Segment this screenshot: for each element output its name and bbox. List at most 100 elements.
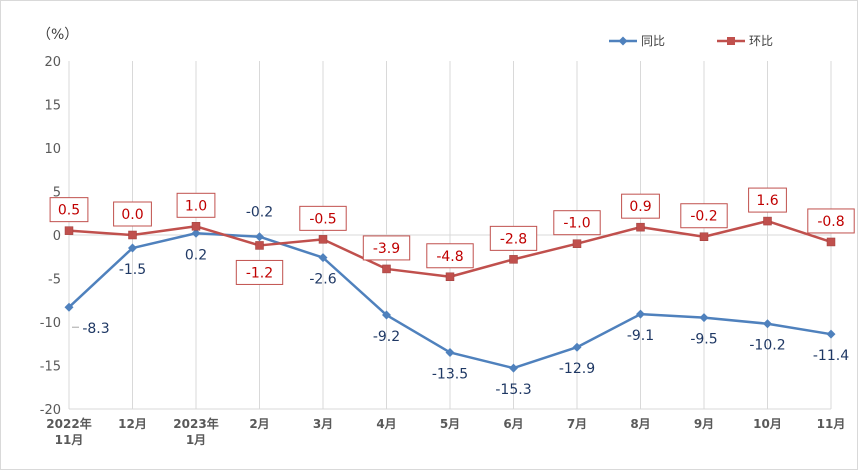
data-label-yoy: -9.2 [373,329,400,345]
legend-marker-yoy [618,36,628,46]
data-label-box-mom [553,210,601,236]
point-mom [572,239,582,248]
point-yoy [128,243,137,253]
legend: 同比 环比 [609,34,773,48]
data-label-mom: -0.8 [817,214,844,230]
data-label-mom: -1.2 [246,265,273,281]
data-label-box-mom [807,208,855,234]
point-yoy [699,313,709,323]
x-tick-label: 1月 [186,433,206,447]
x-tick-label: 5月 [440,417,460,431]
series-layer [64,216,836,373]
data-label-yoy: -0.2 [246,205,273,221]
data-label-box-mom [299,205,347,231]
data-label-mom: 1.0 [185,198,207,214]
x-tick-label: 7月 [567,417,587,431]
x-tick-label: 3月 [313,417,333,431]
point-yoy [445,347,455,357]
data-label-mom: -1.0 [563,216,590,232]
data-label-mom: -0.2 [690,209,717,225]
data-label-box-mom [748,187,787,213]
point-yoy [255,232,264,242]
data-label-yoy: -15.3 [495,382,531,398]
data-label-box-mom [176,192,216,218]
x-tick-label: 10月 [753,417,782,431]
point-mom [699,232,709,241]
data-label-mom: -2.8 [500,231,527,247]
x-tick-label: 12月 [118,417,147,431]
point-mom [255,241,264,250]
point-mom [191,222,201,231]
point-mom [64,226,74,235]
x-tick-label: 4月 [376,417,396,431]
x-tick-label: 2月 [249,417,269,431]
y-tick-label: -15 [40,360,61,375]
data-label-mom: 0.5 [58,203,80,219]
data-label-mom: -0.5 [309,211,336,227]
legend-label-yoy: 同比 [641,34,665,48]
data-label-box-mom [489,225,538,251]
y-tick-label: 10 [44,142,61,157]
data-label-yoy: -9.1 [627,328,654,344]
data-label-mom: -4.8 [436,249,463,265]
y-tick-label: 5 [53,186,61,201]
y-tick-label: 0 [53,229,61,244]
data-label-yoy: -1.5 [119,262,146,278]
x-tick-label: 11月 [55,433,84,447]
point-mom [763,216,772,226]
data-label-yoy: -11.4 [813,348,849,364]
point-yoy [64,302,74,312]
data-label-yoy: -9.5 [690,332,717,348]
data-label-yoy: -8.3 [82,321,109,337]
point-yoy [572,342,582,352]
x-tick-label: 11月 [817,417,846,431]
data-label-box-mom [235,259,284,285]
data-label-yoy: -13.5 [432,366,468,382]
point-mom [636,222,645,232]
y-tick-label: -10 [40,316,61,331]
point-yoy [636,309,645,319]
data-label-mom: 0.0 [121,207,143,223]
data-label-box-mom [621,193,660,219]
point-mom [445,272,455,282]
x-tick-label: 2023年 [173,416,218,431]
point-mom [509,255,518,264]
point-yoy [191,228,201,238]
data-labels-layer: -8.3 -1.5 0.2 -0.2 -2.6 -9.2 -13.5 -15.3 -12.9 -9… [49,187,855,398]
y-tick-label: -5 [48,273,61,288]
point-mom [128,230,137,240]
data-label-mom: 0.9 [629,199,651,215]
data-label-yoy: 0.2 [185,247,207,263]
data-label-box-mom [362,235,411,261]
y-axis-unit-label: （%） [37,27,78,43]
legend-label-mom: 环比 [749,34,773,48]
data-label-yoy: -12.9 [559,361,595,377]
point-mom [826,237,836,247]
x-tick-label: 8月 [630,417,650,431]
y-tick-label: 20 [44,55,61,70]
legend-marker-mom [727,37,735,45]
point-yoy [318,253,328,263]
point-mom [318,235,328,244]
data-label-yoy: -10.2 [749,338,785,354]
data-label-box-mom [113,201,152,227]
x-tick-label: 2022年 [46,416,91,431]
point-yoy [826,329,836,339]
data-label-box-mom [49,197,89,223]
y-tick-label: -20 [40,403,61,418]
data-label-mom: -3.9 [373,241,400,257]
data-label-box-mom [426,243,474,269]
x-tick-label: 9月 [694,417,714,431]
y-tick-label: 15 [44,99,61,114]
point-yoy [382,310,391,320]
data-label-yoy: -2.6 [309,272,336,288]
point-mom [382,264,391,274]
data-label-box-mom [680,203,728,229]
point-yoy [763,319,772,329]
x-tick-label: 6月 [503,417,523,431]
data-label-mom: 1.6 [756,193,778,209]
point-yoy [509,363,518,373]
